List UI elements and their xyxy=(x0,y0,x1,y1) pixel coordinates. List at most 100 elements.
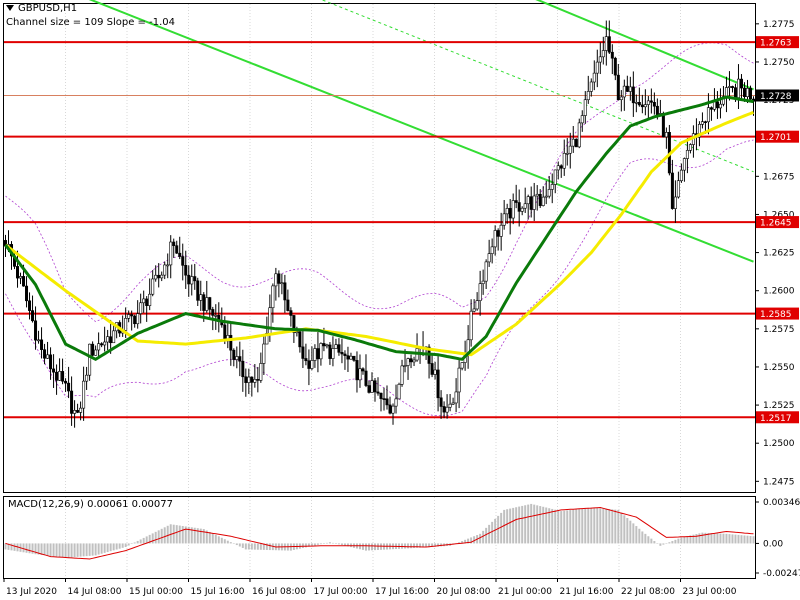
macd-bar xyxy=(488,524,491,544)
candle-body xyxy=(262,343,266,364)
candle-body xyxy=(31,310,35,322)
macd-bar xyxy=(668,542,671,544)
macd-bar xyxy=(76,543,79,557)
candle-body xyxy=(679,169,683,182)
macd-bar xyxy=(557,510,560,544)
macd-bar xyxy=(7,543,10,550)
candle-body xyxy=(685,150,689,159)
candle-body xyxy=(202,294,206,311)
candle-body xyxy=(43,349,47,359)
candle-body xyxy=(397,384,401,400)
candle-body xyxy=(64,380,68,384)
candle-body xyxy=(178,252,182,257)
macd-bar xyxy=(593,507,596,544)
candle-body xyxy=(736,78,740,98)
level-label-text: 1.2763 xyxy=(760,39,792,49)
level-labels: 1.2763 1.2701 1.2645 1.2585 1.2517 1.2728 xyxy=(756,36,799,424)
candle-body xyxy=(208,297,212,310)
macd-bar xyxy=(187,526,190,544)
macd-bar xyxy=(103,543,106,553)
candle-body xyxy=(412,359,416,363)
macd-bar xyxy=(506,509,509,544)
macd-bar xyxy=(217,536,220,544)
macd-bar xyxy=(494,518,497,544)
time-axis: 13 Jul 2020 14 Jul 08:00 15 Jul 00:00 15 Ju… xyxy=(3,578,737,597)
candle-body xyxy=(73,410,77,414)
candle-body xyxy=(436,369,440,399)
candle-body xyxy=(508,208,512,219)
x-tick-label: 21 Jul 00:00 xyxy=(498,587,552,597)
macd-bar xyxy=(361,543,364,550)
macd-bar xyxy=(671,541,674,544)
candle-body xyxy=(559,165,563,169)
candle-body xyxy=(571,138,575,147)
macd-bar xyxy=(683,536,686,544)
macd-bar xyxy=(22,543,25,553)
macd-bar xyxy=(58,543,61,558)
macd-bar xyxy=(461,541,464,544)
macd-bar xyxy=(527,504,530,544)
level-label-bg xyxy=(756,307,799,320)
candle-body xyxy=(52,368,56,373)
macd-bar xyxy=(521,505,524,544)
macd-bar xyxy=(551,508,554,544)
macd-bar xyxy=(545,507,548,544)
candle-body xyxy=(247,376,251,383)
macd-bar xyxy=(370,543,373,551)
candle-body xyxy=(292,315,296,333)
macd-bar xyxy=(734,534,737,544)
candle-body xyxy=(601,50,605,58)
y-tick-label: 1.2775 xyxy=(763,20,795,30)
macd-bar xyxy=(166,525,169,544)
macd-bar xyxy=(154,531,157,544)
price-panel-frame xyxy=(3,3,756,493)
candle-body xyxy=(409,358,413,363)
macd-bar xyxy=(689,535,692,544)
candle-body xyxy=(199,294,203,301)
candle-body xyxy=(676,180,680,198)
y-tick-label: 1.2675 xyxy=(763,172,795,182)
candle-body xyxy=(82,380,86,409)
candle-body xyxy=(19,276,23,279)
candle-body xyxy=(211,309,215,316)
candle-body xyxy=(361,368,365,372)
candle-body xyxy=(331,348,335,359)
macd-bar xyxy=(629,520,632,544)
candle-body xyxy=(712,101,716,110)
dropdown-triangle-icon[interactable] xyxy=(6,5,14,11)
candle-body xyxy=(496,230,500,237)
macd-bar xyxy=(190,527,193,544)
macd-bar xyxy=(343,543,346,546)
macd-bar xyxy=(163,527,166,544)
candle-body xyxy=(382,398,386,400)
candle-body xyxy=(616,74,620,100)
channel-info: Channel size = 109 Slope = -1.04 xyxy=(6,17,175,28)
candle-body xyxy=(253,379,257,383)
macd-bar xyxy=(199,528,202,544)
macd-bar xyxy=(656,543,659,544)
candle-body xyxy=(544,195,548,198)
candle-body xyxy=(724,87,728,97)
macd-bar xyxy=(464,539,467,544)
macd-bar xyxy=(181,526,184,544)
candle-body xyxy=(670,172,674,209)
macd-bar xyxy=(716,533,719,544)
macd-bar xyxy=(334,543,337,544)
candle-body xyxy=(28,300,32,311)
candle-body xyxy=(664,132,668,138)
macd-bar xyxy=(560,511,563,544)
candle-body xyxy=(91,343,95,356)
macd-bar xyxy=(512,507,515,544)
candle-body xyxy=(364,370,368,386)
candle-body xyxy=(430,363,434,375)
candle-body xyxy=(196,280,200,301)
candle-body xyxy=(739,78,743,89)
candle-body xyxy=(70,390,74,414)
candle-body xyxy=(244,376,248,383)
candle-body xyxy=(526,196,530,205)
candle-body xyxy=(94,349,98,356)
macd-bar xyxy=(142,537,145,544)
macd-bar xyxy=(316,543,319,545)
macd-bar xyxy=(485,527,488,544)
candle-body xyxy=(79,407,83,413)
